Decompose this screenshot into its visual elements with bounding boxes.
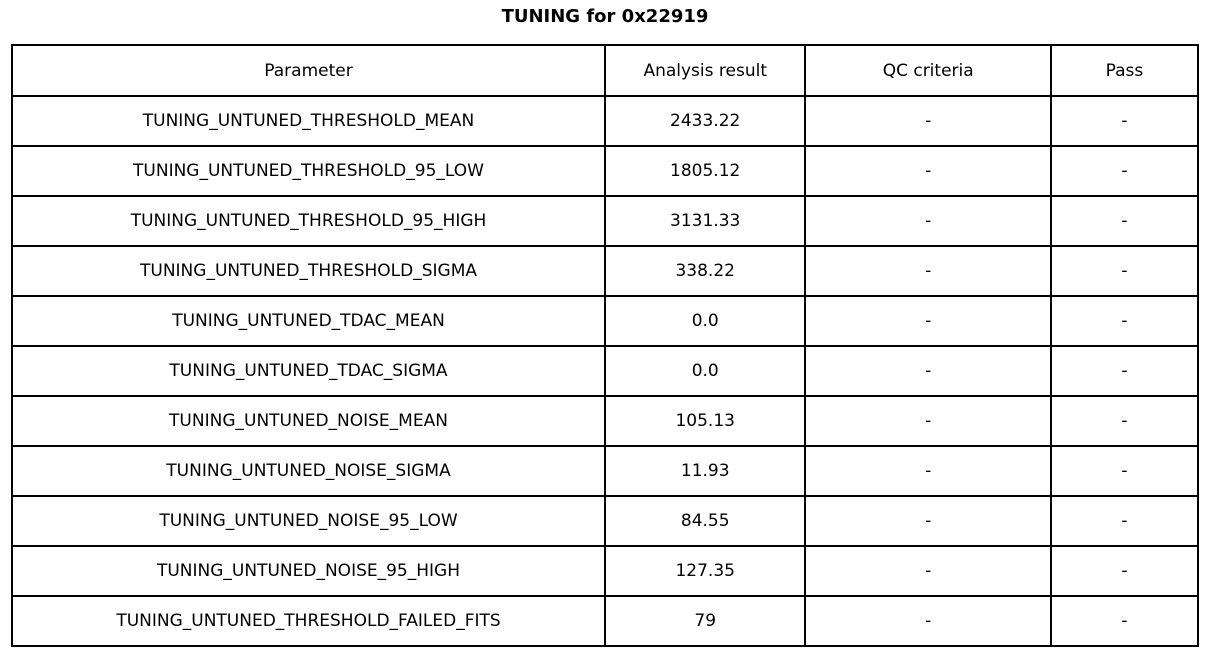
- table-body: TUNING_UNTUNED_THRESHOLD_MEAN 2433.22 - …: [11, 95, 1200, 647]
- chart-title: TUNING for 0x22919: [501, 6, 709, 27]
- pass-cell: -: [1049, 395, 1200, 447]
- qc-cell: -: [804, 495, 1052, 547]
- table-row: TUNING_UNTUNED_THRESHOLD_95_HIGH 3131.33…: [11, 195, 1200, 247]
- pass-cell: -: [1049, 245, 1200, 297]
- qc-cell: -: [804, 245, 1052, 297]
- pass-cell: -: [1049, 545, 1200, 597]
- table-header: Parameter Analysis result QC criteria Pa…: [11, 44, 1200, 97]
- parameter-cell: TUNING_UNTUNED_NOISE_SIGMA: [11, 445, 606, 497]
- result-cell: 3131.33: [603, 195, 807, 247]
- table-row: TUNING_UNTUNED_THRESHOLD_95_LOW 1805.12 …: [11, 145, 1200, 197]
- result-cell: 2433.22: [603, 95, 807, 147]
- result-cell: 1805.12: [603, 145, 807, 197]
- parameter-cell: TUNING_UNTUNED_NOISE_95_HIGH: [11, 545, 606, 597]
- qc-cell: -: [804, 295, 1052, 347]
- result-cell: 338.22: [603, 245, 807, 297]
- column-header-parameter: Parameter: [11, 44, 606, 97]
- parameter-cell: TUNING_UNTUNED_THRESHOLD_MEAN: [11, 95, 606, 147]
- column-header-qc-criteria: QC criteria: [804, 44, 1052, 97]
- parameter-cell: TUNING_UNTUNED_THRESHOLD_95_LOW: [11, 145, 606, 197]
- parameter-cell: TUNING_UNTUNED_TDAC_MEAN: [11, 295, 606, 347]
- table-row: TUNING_UNTUNED_NOISE_SIGMA 11.93 - -: [11, 445, 1200, 497]
- table-row: TUNING_UNTUNED_NOISE_MEAN 105.13 - -: [11, 395, 1200, 447]
- header-row: Parameter Analysis result QC criteria Pa…: [11, 44, 1200, 97]
- qc-cell: -: [804, 345, 1052, 397]
- parameter-cell: TUNING_UNTUNED_NOISE_MEAN: [11, 395, 606, 447]
- tuning-results-table: Parameter Analysis result QC criteria Pa…: [11, 44, 1200, 647]
- result-cell: 0.0: [603, 345, 807, 397]
- table-row: TUNING_UNTUNED_NOISE_95_LOW 84.55 - -: [11, 495, 1200, 547]
- qc-cell: -: [804, 545, 1052, 597]
- parameter-cell: TUNING_UNTUNED_NOISE_95_LOW: [11, 495, 606, 547]
- result-cell: 0.0: [603, 295, 807, 347]
- qc-cell: -: [804, 445, 1052, 497]
- pass-cell: -: [1049, 495, 1200, 547]
- pass-cell: -: [1049, 95, 1200, 147]
- result-cell: 105.13: [603, 395, 807, 447]
- result-cell: 127.35: [603, 545, 807, 597]
- pass-cell: -: [1049, 345, 1200, 397]
- table-row: TUNING_UNTUNED_THRESHOLD_MEAN 2433.22 - …: [11, 95, 1200, 147]
- table-row: TUNING_UNTUNED_TDAC_SIGMA 0.0 - -: [11, 345, 1200, 397]
- table-row: TUNING_UNTUNED_THRESHOLD_SIGMA 338.22 - …: [11, 245, 1200, 297]
- parameter-cell: TUNING_UNTUNED_THRESHOLD_SIGMA: [11, 245, 606, 297]
- pass-cell: -: [1049, 145, 1200, 197]
- qc-cell: -: [804, 595, 1052, 647]
- parameter-cell: TUNING_UNTUNED_TDAC_SIGMA: [11, 345, 606, 397]
- pass-cell: -: [1049, 445, 1200, 497]
- table-row: TUNING_UNTUNED_TDAC_MEAN 0.0 - -: [11, 295, 1200, 347]
- qc-cell: -: [804, 145, 1052, 197]
- parameter-cell: TUNING_UNTUNED_THRESHOLD_95_HIGH: [11, 195, 606, 247]
- table-row: TUNING_UNTUNED_NOISE_95_HIGH 127.35 - -: [11, 545, 1200, 597]
- result-cell: 84.55: [603, 495, 807, 547]
- result-cell: 11.93: [603, 445, 807, 497]
- pass-cell: -: [1049, 595, 1200, 647]
- qc-cell: -: [804, 395, 1052, 447]
- parameter-cell: TUNING_UNTUNED_THRESHOLD_FAILED_FITS: [11, 595, 606, 647]
- qc-cell: -: [804, 95, 1052, 147]
- column-header-pass: Pass: [1049, 44, 1200, 97]
- column-header-analysis-result: Analysis result: [603, 44, 807, 97]
- table-row: TUNING_UNTUNED_THRESHOLD_FAILED_FITS 79 …: [11, 595, 1200, 647]
- result-cell: 79: [603, 595, 807, 647]
- qc-cell: -: [804, 195, 1052, 247]
- pass-cell: -: [1049, 295, 1200, 347]
- pass-cell: -: [1049, 195, 1200, 247]
